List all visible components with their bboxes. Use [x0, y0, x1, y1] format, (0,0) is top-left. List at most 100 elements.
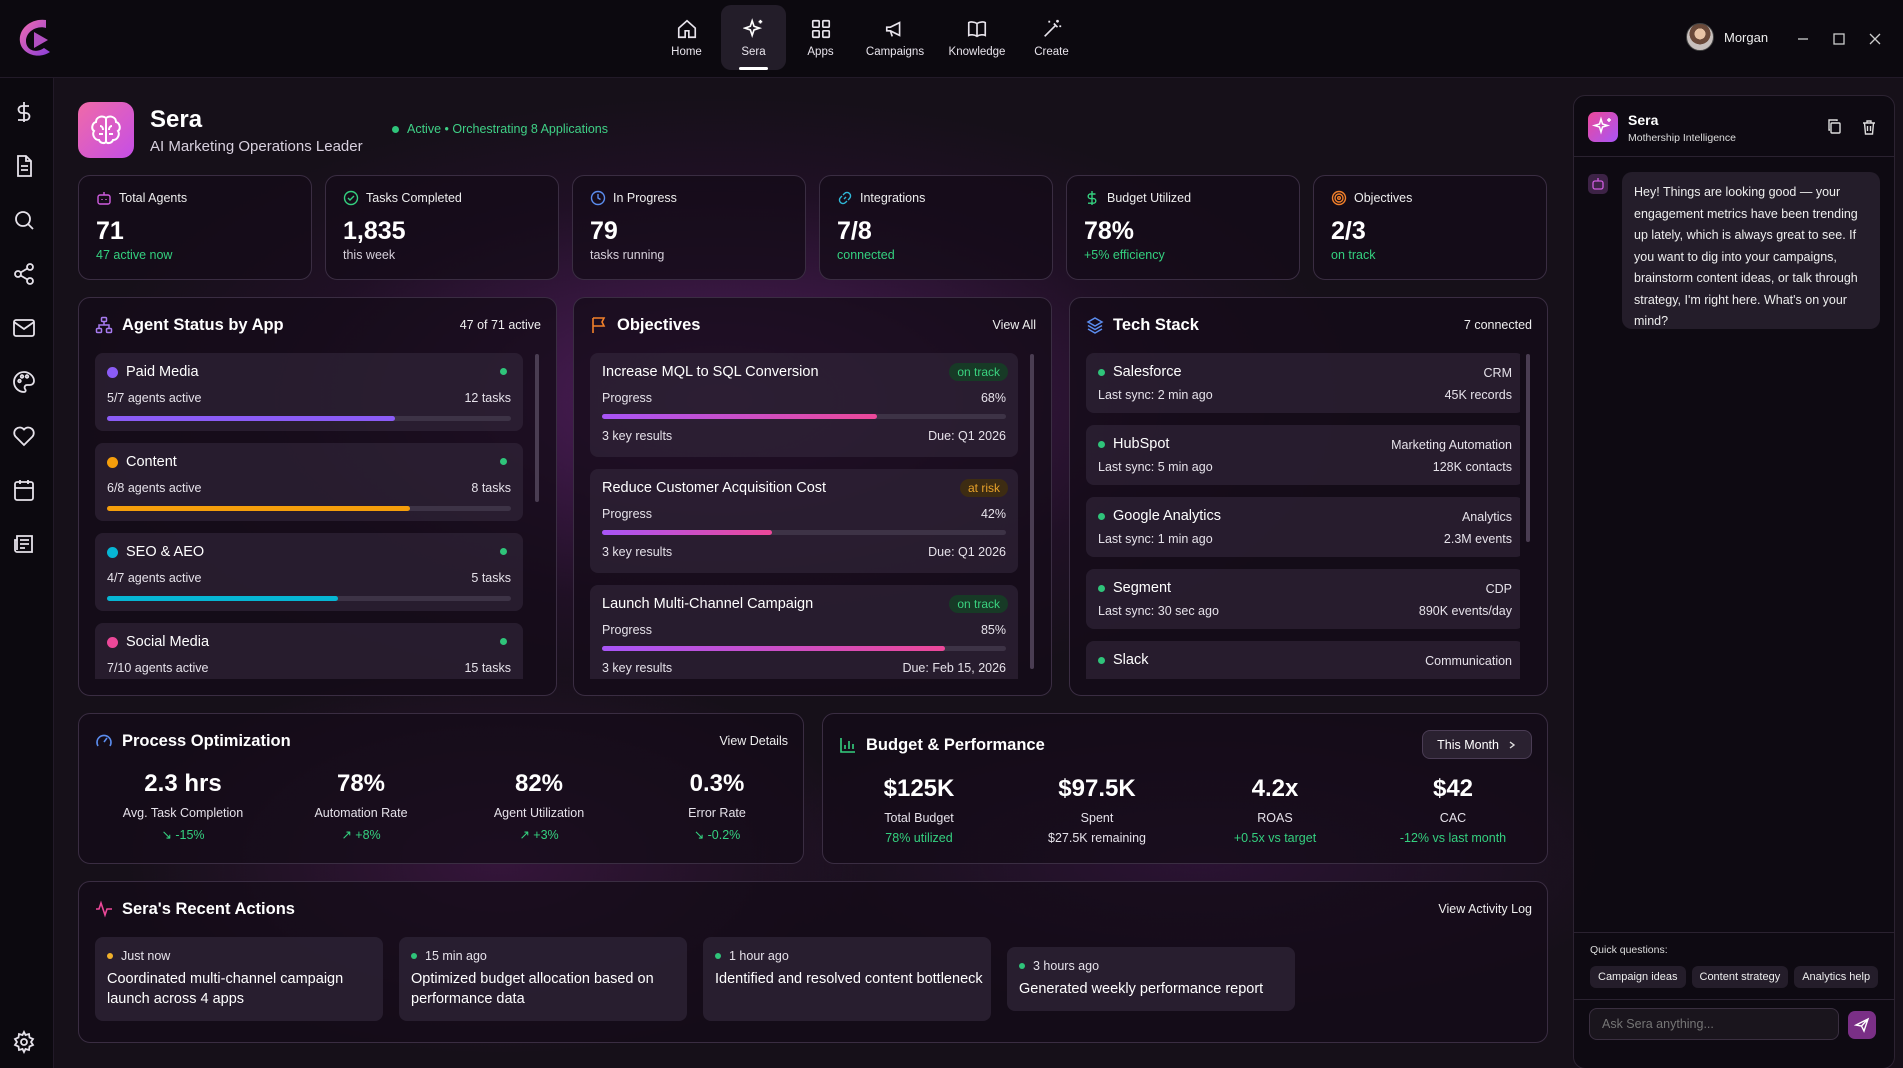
activity-card[interactable]: 1 hour ago Identified and resolved conte…: [703, 937, 991, 1021]
nav-create[interactable]: Create: [1019, 5, 1084, 70]
chat-panel: Sera Mothership Intelligence Hey! Things…: [1573, 95, 1895, 1068]
objectives-list[interactable]: Increase MQL to SQL Conversion on track …: [590, 353, 1024, 679]
delete-button[interactable]: [1860, 118, 1878, 136]
sidebar-documents[interactable]: [12, 154, 36, 178]
nav-label: Create: [1034, 45, 1069, 58]
agent-row-content[interactable]: Content 6/8 agents active 8 tasks: [95, 443, 523, 521]
integration-row[interactable]: HubSpot Last sync: 5 min ago Marketing A…: [1086, 425, 1520, 485]
last-sync: Last sync: 30 sec ago: [1098, 604, 1219, 618]
scrollbar[interactable]: [1526, 354, 1530, 542]
maximize-button[interactable]: [1824, 24, 1854, 54]
tech-list[interactable]: Salesforce Last sync: 2 min ago CRM 45K …: [1086, 353, 1520, 679]
integration-category: CRM: [1483, 366, 1512, 380]
sidebar-calendar[interactable]: [12, 478, 36, 502]
copy-button[interactable]: [1826, 118, 1844, 136]
stat-label: Tasks Completed: [366, 191, 462, 205]
view-details-link[interactable]: View Details: [719, 734, 788, 748]
activity-card[interactable]: 15 min ago Optimized budget allocation b…: [399, 937, 687, 1021]
stat-card-in-progress[interactable]: In Progress 79 tasks running: [572, 175, 806, 280]
minimize-icon: [1798, 38, 1808, 40]
metric-label: ROAS: [1257, 811, 1293, 825]
due-date: Due: Q1 2026: [928, 545, 1006, 559]
agent-row-paid-media[interactable]: Paid Media 5/7 agents active 12 tasks: [95, 353, 523, 431]
nav-knowledge[interactable]: Knowledge: [937, 5, 1017, 70]
objective-row[interactable]: Launch Multi-Channel Campaign on track P…: [590, 585, 1018, 679]
stat-card-total-agents[interactable]: Total Agents 71 47 active now: [78, 175, 312, 280]
sidebar-share[interactable]: [12, 262, 36, 286]
color-dot: [107, 546, 118, 558]
sidebar-favorites[interactable]: [12, 424, 36, 448]
stat-card-objectives[interactable]: Objectives 2/3 on track: [1313, 175, 1547, 280]
sidebar-mail[interactable]: [12, 316, 36, 340]
agent-row-seo[interactable]: SEO & AEO 4/7 agents active 5 tasks: [95, 533, 523, 611]
period-select[interactable]: This Month: [1422, 730, 1532, 759]
agent-count: 7/10 agents active: [107, 661, 209, 675]
chat-input[interactable]: [1589, 1008, 1839, 1040]
quick-question-chip[interactable]: Content strategy: [1691, 966, 1789, 988]
quick-question-chip[interactable]: Campaign ideas: [1590, 966, 1686, 988]
sidebar-palette[interactable]: [12, 370, 36, 394]
period-label: This Month: [1437, 737, 1499, 752]
megaphone-icon: [885, 20, 901, 37]
integration-row[interactable]: Salesforce Last sync: 2 min ago CRM 45K …: [1086, 353, 1520, 413]
budget-performance-panel: Budget & Performance This Month $125K To…: [822, 713, 1548, 864]
progress-percent: 85%: [980, 623, 1006, 637]
activity-card[interactable]: Just now Coordinated multi-channel campa…: [95, 937, 383, 1021]
activity-card[interactable]: 3 hours ago Generated weekly performance…: [1007, 947, 1295, 1011]
sidebar-news[interactable]: [12, 532, 36, 556]
nav-label: Home: [671, 45, 702, 58]
sidebar-search[interactable]: [12, 208, 36, 232]
agent-list[interactable]: Paid Media 5/7 agents active 12 tasks Co…: [95, 353, 529, 679]
layers-icon: [1086, 317, 1104, 334]
sidebar-budget[interactable]: [12, 100, 36, 124]
newspaper-icon: [14, 535, 33, 553]
integration-row[interactable]: Segment Last sync: 30 sec ago CDP 890K e…: [1086, 569, 1520, 629]
stat-card-tasks-completed[interactable]: Tasks Completed 1,835 this week: [325, 175, 559, 280]
metric-delta: ↗ +8%: [341, 828, 381, 842]
scrollbar[interactable]: [1030, 354, 1034, 669]
objective-row[interactable]: Reduce Customer Acquisition Cost at risk…: [590, 469, 1018, 573]
activity-time: 3 hours ago: [1033, 959, 1100, 973]
scrollbar[interactable]: [535, 354, 539, 502]
view-activity-log-link[interactable]: View Activity Log: [1438, 902, 1532, 916]
integration-category: Communication: [1425, 654, 1512, 668]
quick-question-chip[interactable]: Analytics help: [1794, 966, 1879, 988]
integration-row[interactable]: Slack Communication: [1086, 641, 1520, 679]
panel-title: Tech Stack: [1113, 316, 1199, 334]
task-count: 5 tasks: [471, 571, 511, 585]
metric-value: $42: [1432, 775, 1474, 802]
status-text: Active • Orchestrating 8 Applications: [407, 122, 609, 136]
progress-track: [602, 646, 1006, 651]
integration-row[interactable]: Google Analytics Last sync: 1 min ago An…: [1086, 497, 1520, 557]
metric-label: Avg. Task Completion: [122, 806, 244, 820]
close-button[interactable]: [1860, 24, 1890, 54]
sparkles-icon: [742, 17, 762, 38]
nav-campaigns[interactable]: Campaigns: [855, 5, 935, 70]
agent-row-social-media[interactable]: Social Media 7/10 agents active 15 tasks: [95, 623, 523, 679]
sidebar-settings[interactable]: [12, 1030, 36, 1054]
objective-row[interactable]: Increase MQL to SQL Conversion on track …: [590, 353, 1018, 457]
metric-sub: 78% utilized: [885, 831, 953, 845]
status-badge: Active • Orchestrating 8 Applications: [392, 122, 608, 136]
due-date: Due: Feb 15, 2026: [902, 661, 1006, 675]
logo-icon[interactable]: [12, 14, 60, 62]
stat-card-budget-utilized[interactable]: Budget Utilized 78% +5% efficiency: [1066, 175, 1300, 280]
book-icon: [967, 20, 987, 37]
palette-icon: [13, 371, 35, 393]
stat-card-integrations[interactable]: Integrations 7/8 connected: [819, 175, 1053, 280]
minimize-button[interactable]: [1788, 24, 1818, 54]
divider: [1574, 156, 1894, 157]
view-all-link[interactable]: View All: [992, 318, 1036, 332]
integration-category: CDP: [1485, 582, 1512, 596]
connected-count: 7 connected: [1463, 318, 1532, 332]
nav-home[interactable]: Home: [654, 5, 719, 70]
stat-sub: 47 active now: [96, 248, 173, 262]
due-date: Due: Q1 2026: [928, 429, 1006, 443]
send-button[interactable]: [1848, 1011, 1876, 1039]
nav-sera[interactable]: Sera: [721, 5, 786, 70]
hierarchy-icon: [95, 316, 113, 334]
nav-apps[interactable]: Apps: [788, 5, 853, 70]
integration-name: HubSpot: [1113, 436, 1170, 452]
integration-volume: 2.3M events: [1443, 532, 1512, 546]
user-menu[interactable]: Morgan: [1686, 23, 1768, 51]
